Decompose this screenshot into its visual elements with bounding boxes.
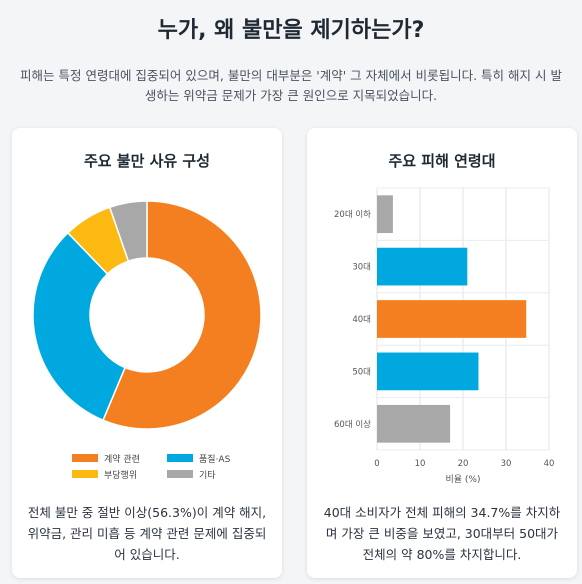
x-tick-label: 10 <box>415 459 426 469</box>
page-subtitle: 피해는 특정 연령대에 집중되어 있으며, 불만의 대부분은 '계약' 그 자체… <box>20 68 562 103</box>
x-axis-title: 비율 (%) <box>446 474 481 485</box>
bar-40대 <box>377 300 527 338</box>
bar-60대-이상 <box>377 404 451 443</box>
bar-30대 <box>377 247 468 286</box>
x-tick-label: 20 <box>458 459 469 469</box>
x-tick-label: 0 <box>374 459 379 469</box>
complaint-reason-donut-chart: 계약 관련 품질·AS 부당행위 기타 <box>32 200 262 481</box>
donut-slice-기타 <box>108 200 148 263</box>
age-group-description: 40대 소비자가 전체 피해의 34.7%를 차지하며 가장 큰 비중을 보였고… <box>323 505 561 562</box>
legend-swatch-계약-관련 <box>72 454 98 462</box>
legend-label-부당행위: 부당행위 <box>104 469 137 481</box>
legend-label-품질-as: 품질·AS <box>199 453 231 465</box>
x-tick-label: 40 <box>544 459 555 469</box>
bar-20대-이하 <box>377 195 393 234</box>
donut-slice-계약-관련 <box>102 200 262 430</box>
bar-50대 <box>377 352 479 391</box>
complaint-reason-title: 주요 불만 사유 구성 <box>83 152 211 170</box>
y-tick-label-50대: 50대 <box>352 367 371 377</box>
y-tick-label-60대-이상: 60대 이상 <box>334 419 371 430</box>
donut-slice-품질-as <box>32 231 127 422</box>
y-tick-label-40대: 40대 <box>352 315 371 325</box>
legend-swatch-부당행위 <box>72 470 98 478</box>
legend-swatch-기타 <box>167 470 193 478</box>
age-group-title: 주요 피해 연령대 <box>388 152 496 170</box>
y-tick-label-20대-이하: 20대 이하 <box>334 209 371 220</box>
page-title: 누가, 왜 불만을 제기하는가? <box>157 18 425 43</box>
legend-label-계약-관련: 계약 관련 <box>104 453 140 465</box>
y-tick-label-30대: 30대 <box>352 263 371 273</box>
complaint-reason-card: 주요 불만 사유 구성 계약 관련 품질·AS 부당행위 기타 전체 불만 중 절반 … <box>12 128 282 578</box>
legend-label-기타: 기타 <box>199 470 216 481</box>
complaint-reason-description: 전체 불만 중 절반 이상(56.3%)이 계약 해지, 위약금, 관리 미흡 … <box>27 505 267 562</box>
age-group-card: 주요 피해 연령대 0 10 20 30 40 20대 이하 30대 40대 50대 60대 이상… <box>307 128 577 578</box>
legend-swatch-품질-as <box>167 454 193 462</box>
x-tick-label: 30 <box>501 459 512 469</box>
